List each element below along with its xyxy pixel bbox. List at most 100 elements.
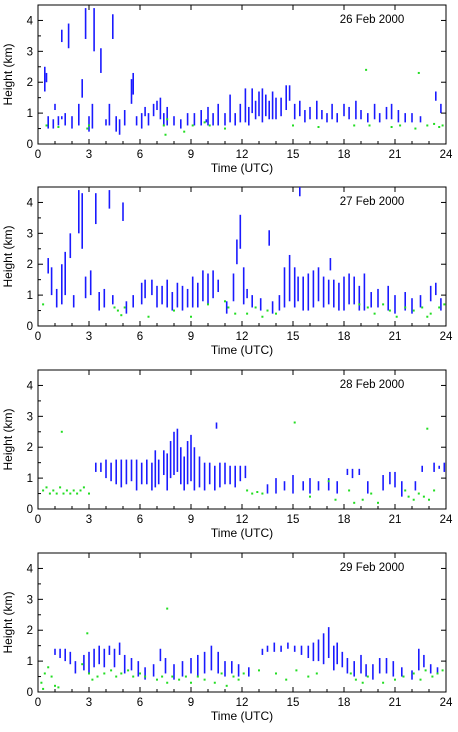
y-axis-title: Height (km) (1, 43, 15, 105)
y-tick-label: 4 (27, 380, 34, 392)
green-point (234, 312, 237, 315)
green-point (166, 681, 169, 684)
green-point (402, 675, 405, 678)
x-tick-label: 24 (440, 697, 453, 709)
green-point (419, 678, 422, 681)
x-tick-label: 21 (389, 149, 402, 161)
green-point (82, 486, 85, 489)
green-point (86, 127, 89, 130)
green-point (42, 489, 45, 492)
green-point (431, 675, 434, 678)
y-tick-label: 1 (27, 656, 33, 668)
green-point (69, 492, 72, 495)
y-tick-label: 3 (27, 228, 33, 240)
green-point (225, 684, 228, 687)
y-axis-title: Height (km) (1, 408, 15, 470)
green-point (43, 672, 46, 675)
green-point (65, 489, 68, 492)
panel-date-label: 28 Feb 2000 (340, 379, 405, 391)
green-point (421, 306, 424, 309)
x-tick-label: 3 (86, 697, 92, 709)
green-point (42, 687, 45, 690)
green-point (116, 309, 119, 312)
green-point (246, 489, 249, 492)
green-point (382, 303, 385, 306)
y-axis-title: Height (km) (1, 591, 15, 653)
green-point (365, 68, 368, 71)
green-point (88, 124, 90, 127)
x-tick-label: 12 (236, 149, 249, 161)
green-point (57, 686, 60, 689)
green-point (237, 678, 240, 681)
green-point (132, 675, 135, 678)
green-point (144, 675, 147, 678)
green-point (96, 675, 99, 678)
green-point (103, 672, 106, 675)
green-point (438, 126, 441, 129)
x-tick-label: 21 (389, 331, 402, 343)
y-tick-label: 3 (27, 46, 33, 58)
green-point (72, 489, 75, 492)
green-point (190, 315, 192, 318)
green-point (232, 675, 235, 678)
x-tick-label: 6 (137, 697, 143, 709)
green-point (428, 498, 430, 501)
green-point (353, 501, 356, 504)
y-tick-label: 0 (27, 321, 33, 333)
green-point (334, 498, 337, 501)
green-point (441, 124, 444, 127)
green-point (426, 124, 429, 127)
green-point (412, 498, 415, 501)
y-tick-label: 2 (27, 442, 33, 454)
x-tick-label: 12 (236, 514, 249, 526)
green-point (220, 672, 223, 675)
green-point (86, 632, 89, 635)
green-point (183, 130, 186, 133)
green-point (88, 492, 90, 495)
x-tick-label: 0 (35, 514, 41, 526)
green-point (412, 309, 415, 312)
green-point (147, 315, 150, 318)
x-axis-title: Time (UTC) (211, 526, 273, 540)
green-point (162, 124, 165, 127)
green-point (443, 303, 446, 306)
x-axis-title: Time (UTC) (211, 343, 273, 357)
x-tick-label: 21 (389, 697, 402, 709)
green-point (191, 124, 194, 127)
green-point (261, 315, 264, 318)
green-point (120, 672, 123, 675)
green-point (256, 491, 259, 494)
x-tick-label: 9 (188, 331, 194, 343)
y-tick-label: 4 (27, 563, 34, 575)
green-point (251, 492, 254, 495)
green-point (190, 681, 192, 684)
green-point (173, 309, 175, 312)
green-point (348, 489, 351, 492)
green-point (309, 495, 311, 498)
green-point (258, 669, 260, 672)
y-tick-label: 3 (27, 411, 33, 423)
green-point (353, 124, 356, 127)
plot-frame (37, 552, 447, 693)
green-point (62, 492, 65, 495)
x-tick-label: 24 (440, 331, 453, 343)
green-point (79, 489, 82, 492)
green-point (414, 127, 417, 130)
y-tick-label: 1 (27, 290, 33, 302)
x-tick-label: 0 (35, 697, 41, 709)
green-point (156, 678, 158, 681)
green-point (207, 303, 209, 306)
green-point (424, 669, 427, 672)
green-point (164, 133, 167, 136)
x-tick-label: 9 (188, 514, 194, 526)
green-point (161, 675, 164, 678)
green-point (52, 489, 55, 492)
x-axis-title: Time (UTC) (211, 709, 273, 723)
green-point (370, 492, 373, 495)
x-tick-label: 6 (137, 514, 143, 526)
green-point (115, 675, 118, 678)
green-point (315, 672, 318, 675)
green-point (388, 309, 391, 312)
